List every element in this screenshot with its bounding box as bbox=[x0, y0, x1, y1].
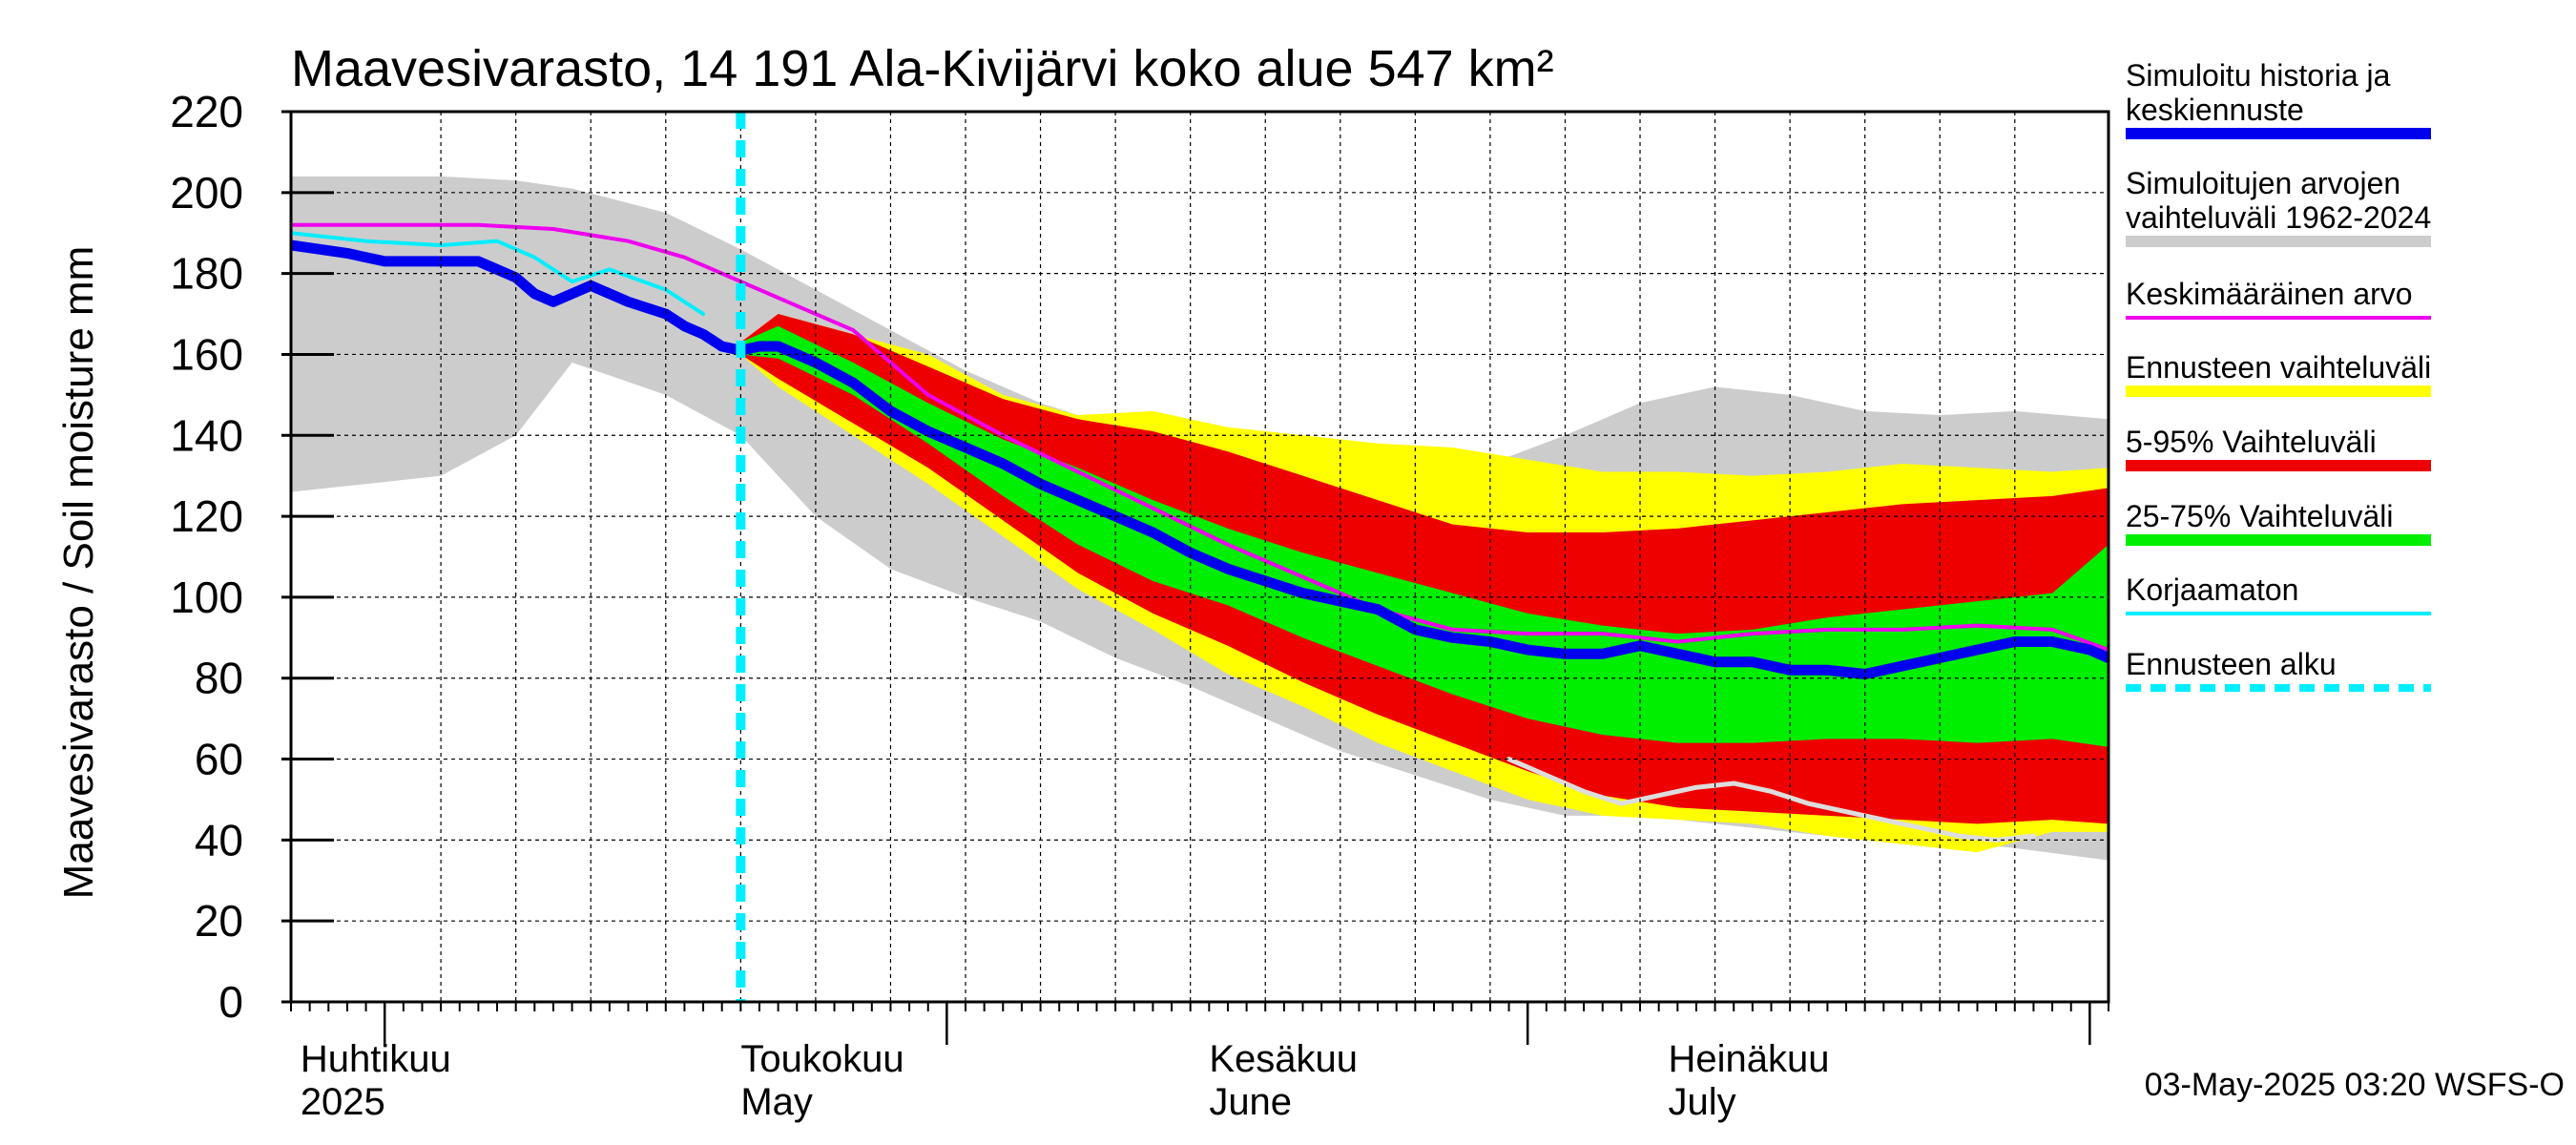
y-tick-label: 120 bbox=[170, 491, 243, 541]
y-tick-label: 60 bbox=[195, 735, 243, 784]
y-tick-label: 220 bbox=[170, 87, 243, 136]
timestamp-footer: 03-May-2025 03:20 WSFS-O bbox=[2145, 1067, 2565, 1103]
legend-label: keskiennuste bbox=[2126, 93, 2304, 127]
x-month-label-en: June bbox=[1209, 1081, 1292, 1123]
x-month-label: Toukokuu bbox=[740, 1038, 904, 1080]
y-axis-label: Maavesivarasto / Soil moisture mm bbox=[55, 246, 102, 900]
plot-area bbox=[289, 110, 2110, 1004]
x-month-label-en: 2025 bbox=[301, 1081, 385, 1123]
line-simuloitu-historia-ja-keskiennuste bbox=[291, 239, 2109, 679]
legend-label: Simuloitu historia ja bbox=[2126, 58, 2391, 93]
legend-item-keskim-r-inen-arvo: Keskimääräinen arvo bbox=[2126, 277, 2431, 320]
legend-label: vaihteluväli 1962-2024 bbox=[2126, 200, 2431, 235]
legend-label: Ennusteen vaihteluväli bbox=[2126, 350, 2431, 385]
x-month-label-en: May bbox=[740, 1081, 813, 1123]
y-tick-label: 140 bbox=[170, 410, 243, 460]
legend-label: 25-75% Vaihteluväli bbox=[2126, 499, 2393, 533]
y-tick-label: 180 bbox=[170, 249, 243, 299]
y-tick-label: 80 bbox=[195, 654, 243, 703]
y-tick-label: 40 bbox=[195, 815, 243, 864]
y-tick-label: 200 bbox=[170, 168, 243, 218]
legend-item-25-75-vaihteluv-li: 25-75% Vaihteluväli bbox=[2126, 499, 2431, 546]
legend-item-ennusteen-vaihteluv-li: Ennusteen vaihteluväli bbox=[2126, 350, 2431, 397]
legend-label: 5-95% Vaihteluväli bbox=[2126, 425, 2377, 459]
legend-item-5-95-vaihteluv-li: 5-95% Vaihteluväli bbox=[2126, 425, 2431, 471]
x-month-label: Heinäkuu bbox=[1668, 1038, 1829, 1080]
legend-label: Keskimääräinen arvo bbox=[2126, 277, 2413, 311]
y-axis-ticks: 0 20 40 60 80 100 120 140 160 180 200 220 bbox=[170, 87, 334, 1027]
plot-frame bbox=[289, 110, 2110, 1004]
legend: Simuloitu historia jakeskiennusteSimuloi… bbox=[2126, 58, 2431, 692]
legend-label: Ennusteen alku bbox=[2126, 647, 2337, 681]
legend-label: Simuloitujen arvojen bbox=[2126, 166, 2400, 200]
line-korjaamaton bbox=[291, 231, 706, 317]
y-tick-label: 160 bbox=[170, 329, 243, 379]
x-month-label: Huhtikuu bbox=[301, 1038, 451, 1080]
legend-item-ennusteen-alku: Ennusteen alku bbox=[2126, 647, 2431, 692]
legend-label: Korjaamaton bbox=[2126, 572, 2298, 607]
chart-title: Maavesivarasto, 14 191 Ala-Kivijärvi kok… bbox=[291, 40, 1554, 97]
y-tick-label: 0 bbox=[218, 977, 243, 1027]
x-month-label: Kesäkuu bbox=[1209, 1038, 1358, 1080]
legend-item-korjaamaton: Korjaamaton bbox=[2126, 572, 2431, 615]
band-25-75-vaihteluv-li bbox=[740, 325, 2109, 747]
x-month-label-en: July bbox=[1668, 1081, 1735, 1123]
y-tick-label: 100 bbox=[170, 572, 243, 622]
y-tick-label: 20 bbox=[195, 896, 243, 946]
line-ennusteen-alaraja-harmaa bbox=[1506, 757, 2036, 843]
